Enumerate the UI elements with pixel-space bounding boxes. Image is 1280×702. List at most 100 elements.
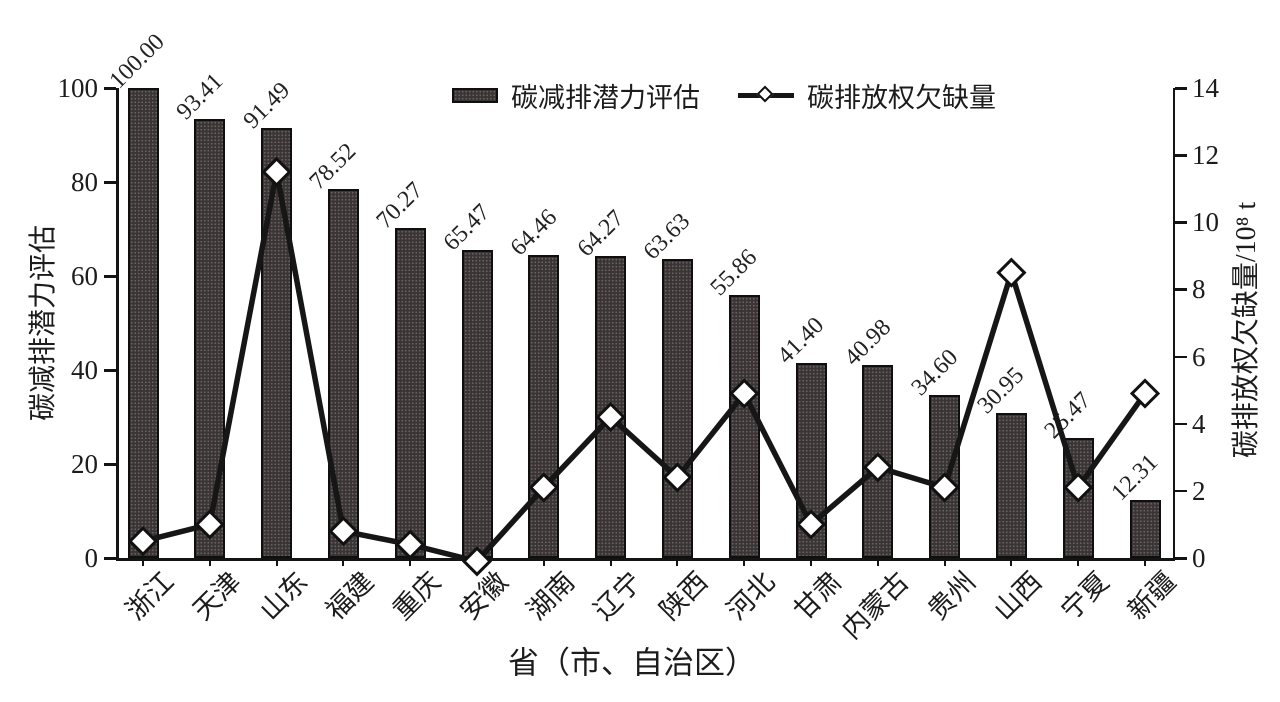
left-axis-tick-label: 80 <box>71 167 98 197</box>
bar-天津 <box>194 118 226 558</box>
bottom-axis-tick <box>476 560 478 566</box>
bar-安徽 <box>461 250 493 558</box>
bar-value-label: 78.52 <box>305 138 362 195</box>
left-axis-tick-label: 0 <box>84 543 99 573</box>
left-axis-tick <box>104 557 116 560</box>
bar-甘肃 <box>795 363 827 558</box>
x-tick-label-陕西: 陕西 <box>654 566 714 626</box>
bottom-axis-tick <box>542 560 545 566</box>
bar-value-label: 63.63 <box>639 208 696 265</box>
bar-value-label: 55.86 <box>705 244 763 302</box>
line-swatch-icon <box>738 85 794 105</box>
left-axis-tick <box>104 87 116 90</box>
bar-新疆 <box>1129 500 1161 558</box>
right-axis-tick-label: 4 <box>1192 408 1206 439</box>
right-axis-line <box>1172 88 1175 561</box>
legend-bar-label: 碳减排潜力评估 <box>511 82 700 113</box>
diamond-marker-icon <box>756 85 774 103</box>
bottom-axis-tick <box>676 560 679 566</box>
bar-陕西 <box>661 258 693 558</box>
bottom-axis-tick <box>609 560 612 566</box>
bar-value-label: 25.47 <box>1039 387 1097 445</box>
left-axis-tick-label: 60 <box>71 261 98 291</box>
right-axis-tick-label: 2 <box>1192 475 1206 506</box>
bar-贵州 <box>929 395 961 558</box>
x-tick-label-天津: 天津 <box>186 566 247 626</box>
right-axis-tick <box>1175 221 1187 224</box>
bar-swatch-icon <box>452 87 498 103</box>
bar-河北 <box>728 295 760 558</box>
bottom-axis-tick <box>1010 560 1013 566</box>
right-axis-tick-label: 14 <box>1192 73 1219 103</box>
x-tick-label-新疆: 新疆 <box>1122 566 1182 626</box>
x-tick-label-重庆: 重庆 <box>387 566 447 626</box>
bottom-axis-tick <box>810 560 812 566</box>
left-axis-line <box>116 88 119 561</box>
legend-item-bar: 碳减排潜力评估 <box>452 76 700 115</box>
bar-value-label: 12.31 <box>1106 449 1164 507</box>
right-axis-tick <box>1175 154 1187 157</box>
bottom-axis-tick <box>743 560 746 566</box>
right-axis-title: 碳排放权欠缺量/10⁸ t <box>1231 201 1262 459</box>
x-tick-label-安徽: 安徽 <box>454 566 514 626</box>
x-tick-label-辽宁: 辽宁 <box>587 566 648 626</box>
left-axis-tick <box>104 463 116 466</box>
x-tick-label-宁夏: 宁夏 <box>1055 566 1115 626</box>
deficit-line <box>142 171 1148 565</box>
right-axis-tick-label: 0 <box>1192 543 1206 573</box>
x-tick-label-湖南: 湖南 <box>520 566 581 626</box>
bottom-axis-tick <box>409 560 412 566</box>
right-axis-tick-label: 10 <box>1192 207 1219 238</box>
bar-value-label: 30.95 <box>973 361 1030 419</box>
x-tick-label-福建: 福建 <box>320 566 380 626</box>
legend-item-line: 碳排放权欠缺量 <box>738 76 996 115</box>
bottom-axis-tick <box>876 560 879 566</box>
bottom-axis-tick <box>208 560 211 566</box>
bar-山东 <box>261 127 293 558</box>
bar-value-label: 64.46 <box>505 204 562 262</box>
bar-山西 <box>995 412 1027 558</box>
bar-value-label: 41.40 <box>772 312 830 370</box>
bar-辽宁 <box>595 255 627 558</box>
left-axis-title: 碳减排潜力评估 <box>28 224 59 422</box>
right-axis-tick <box>1175 288 1187 291</box>
right-axis-tick <box>1175 489 1187 493</box>
x-tick-label-浙江: 浙江 <box>120 566 180 626</box>
bar-内蒙古 <box>862 365 894 558</box>
right-axis-tick <box>1175 355 1187 359</box>
line-marker-新疆 <box>1129 378 1161 409</box>
bottom-axis-tick <box>342 560 345 566</box>
x-tick-label-山西: 山西 <box>988 566 1048 626</box>
right-axis-tick-label: 6 <box>1192 341 1206 372</box>
bar-value-label: 34.60 <box>906 344 963 402</box>
left-axis-tick-label: 40 <box>71 355 98 385</box>
bottom-axis-tick <box>275 560 278 566</box>
bar-湖南 <box>528 255 560 558</box>
bottom-axis-tick <box>1077 560 1080 566</box>
x-tick-label-甘肃: 甘肃 <box>788 566 848 626</box>
legend-line-label: 碳排放权欠缺量 <box>807 82 996 113</box>
bar-value-label: 64.27 <box>572 205 629 262</box>
x-axis-title: 省（市、自治区） <box>508 645 756 681</box>
left-axis-tick <box>104 369 116 372</box>
bar-value-label: 40.98 <box>839 314 896 372</box>
chart-legend: 碳减排潜力评估 碳排放权欠缺量 <box>452 76 996 115</box>
bar-value-label: 65.47 <box>438 199 496 257</box>
right-axis-tick <box>1175 422 1187 426</box>
right-axis-tick-label: 8 <box>1192 274 1206 305</box>
bar-value-label: 93.41 <box>171 68 228 125</box>
bar-浙江 <box>127 88 159 558</box>
x-tick-label-内蒙古: 内蒙古 <box>835 566 915 645</box>
left-axis-tick <box>104 181 116 184</box>
left-axis-tick-label: 100 <box>57 73 99 103</box>
bottom-axis-tick <box>142 560 144 566</box>
left-axis-tick <box>104 275 116 278</box>
bar-福建 <box>327 188 359 558</box>
bar-宁夏 <box>1062 438 1094 558</box>
x-tick-label-山东: 山东 <box>253 566 314 626</box>
x-tick-label-河北: 河北 <box>721 566 781 626</box>
x-tick-label-贵州: 贵州 <box>921 566 982 626</box>
bottom-axis-tick <box>943 560 946 566</box>
right-axis-tick <box>1175 557 1187 560</box>
